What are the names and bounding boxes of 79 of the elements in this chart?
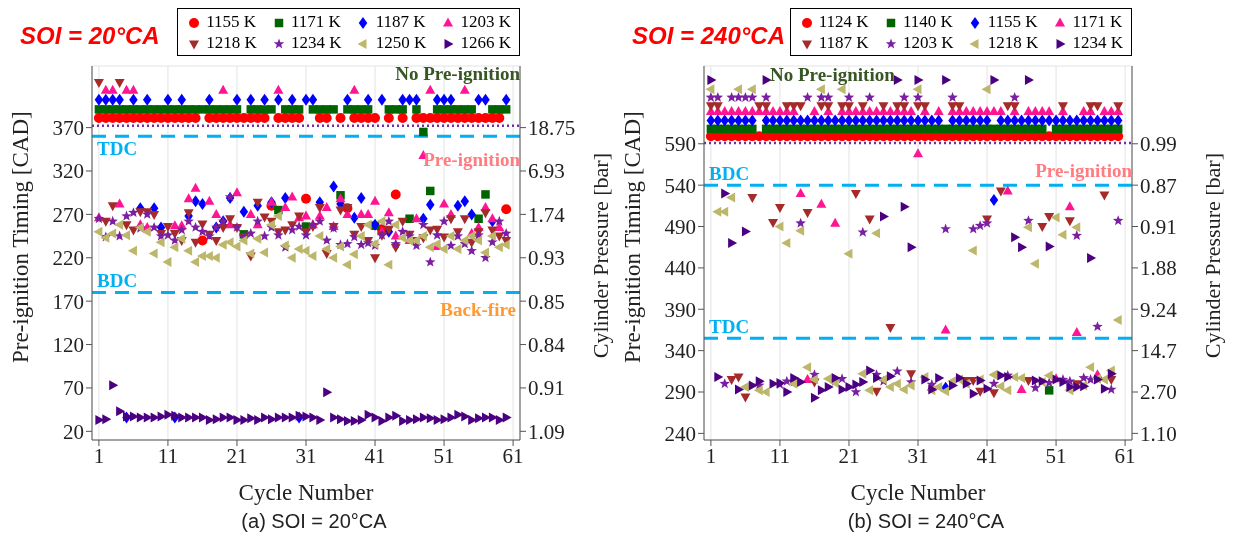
legend-label: 1218 K (205, 32, 257, 53)
y-tick-label: 320 (52, 159, 84, 184)
x-tick-label: 61 (502, 443, 524, 468)
category-label: 0.85 (528, 289, 565, 314)
x-tick-label: 61 (1114, 443, 1136, 468)
legend-label: 1155 K (205, 11, 257, 32)
y-tick-label: 20 (63, 419, 84, 444)
x-tick-label: 21 (838, 443, 860, 468)
y-tick-label: 120 (52, 333, 84, 357)
category-label: 2.70 (1140, 380, 1177, 405)
x-tick-label: 1 (93, 443, 105, 468)
y-tick-label: 170 (52, 289, 84, 314)
category-label: 0.87 (1140, 173, 1177, 198)
legend-label: 1187 K (817, 32, 869, 53)
y-axis-title: Pre-ignition Timing [CAD] (620, 111, 646, 363)
y-tick-label: 540 (664, 173, 696, 198)
ref-line-label: BDC (97, 270, 138, 292)
annotation: No Pre-ignition (395, 63, 520, 84)
x-tick-label: 41 (976, 443, 998, 468)
category-label: 6.93 (528, 159, 565, 184)
category-label: 0.93 (528, 246, 565, 271)
category-label: 1.09 (528, 419, 565, 444)
category-label: 0.91 (1140, 214, 1177, 239)
y-tick-label: 340 (664, 339, 696, 364)
x-tick-label: 31 (907, 443, 929, 468)
legend-label: 1203 K (901, 32, 954, 53)
chart-title: SOI = 240°CA (632, 22, 785, 50)
x-axis-title: Cycle Number (850, 480, 986, 505)
x-tick-label: 11 (157, 443, 179, 468)
legend-label: 1171 K (289, 11, 342, 32)
legend-label: 1218 K (986, 32, 1039, 53)
y-tick-label: 440 (664, 256, 696, 281)
ref-line-label: TDC (709, 316, 750, 338)
y2-axis-title: Cylinder Pressure [bar] (587, 153, 613, 359)
y-tick-label: 490 (664, 214, 696, 239)
legend-label: 1187 K (374, 11, 427, 32)
category-label: 1.88 (1140, 256, 1177, 281)
x-tick-label: 11 (769, 443, 791, 468)
category-label: 9.24 (1140, 297, 1177, 322)
y2-axis-title: Cylinder Pressure [bar] (1199, 153, 1225, 359)
x-axis-title: Cycle Number (238, 480, 374, 505)
text: (a) SOI = 20°CA (240, 510, 388, 533)
x-tick-label: 31 (295, 443, 317, 468)
category-label: 0.99 (1140, 132, 1177, 157)
legend-label: 1250 K (374, 32, 427, 53)
legend-label: 1155 K (986, 11, 1039, 32)
ref-line-label: TDC (97, 137, 138, 159)
text: (b) SOI = 240°CA (846, 510, 1006, 533)
chart-title: SOI = 20°CA (20, 22, 160, 50)
legend-label: 1266 K (459, 32, 511, 53)
category-label: 1.74 (528, 202, 565, 227)
y-tick-label: 70 (63, 376, 84, 401)
legend-label: 1234 K (289, 32, 342, 53)
x-tick-label: 41 (364, 443, 386, 468)
y-tick-label: 390 (664, 297, 696, 322)
y-tick-label: 270 (52, 202, 84, 227)
annotation: No Pre-ignition (770, 64, 895, 85)
annotation: Back-fire (440, 299, 516, 320)
legend-label: 1203 K (459, 11, 511, 32)
category-label: 1.10 (1140, 421, 1177, 446)
legend-label: 1234 K (1071, 32, 1123, 53)
ref-line-label: BDC (709, 163, 750, 185)
legend-label: 1171 K (1071, 11, 1123, 32)
category-label: 0.91 (528, 376, 565, 401)
category-label: 18.75 (528, 116, 576, 141)
x-tick-label: 51 (433, 443, 455, 468)
y-axis-title: Pre-ignition Timing [CAD] (8, 111, 34, 363)
y-tick-label: 370 (52, 116, 84, 141)
y-tick-label: 590 (664, 132, 696, 157)
x-tick-label: 51 (1045, 443, 1067, 468)
x-tick-label: 1 (705, 443, 717, 468)
category-label: 14.7 (1140, 339, 1177, 364)
y-tick-label: 290 (664, 380, 696, 405)
legend-label: 1140 K (901, 11, 954, 32)
legend-label: 1124 K (817, 11, 869, 32)
y-tick-label: 240 (664, 421, 696, 446)
y-tick-label: 220 (52, 246, 84, 271)
category-label: 0.84 (528, 333, 565, 357)
x-tick-label: 21 (226, 443, 248, 468)
